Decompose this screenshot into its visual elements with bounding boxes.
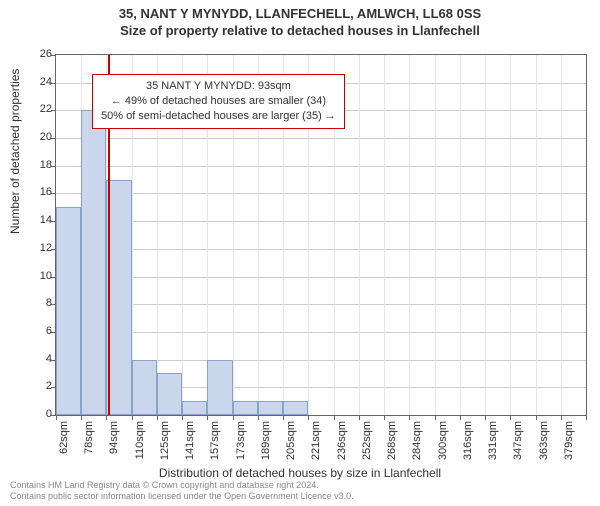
ytick-label: 10 [27,270,52,282]
xtick-label: 125sqm [159,418,171,471]
xtick-mark [485,415,486,420]
xtick-label: 300sqm [437,418,449,471]
ytick-label: 14 [27,214,52,226]
xtick-label: 110sqm [134,418,146,471]
ytick-label: 8 [27,297,52,309]
ytick-label: 16 [27,186,52,198]
xtick-mark [536,415,537,420]
xtick-mark [132,415,133,420]
xtick-label: 205sqm [285,418,297,471]
xtick-mark [359,415,360,420]
xtick-label: 189sqm [260,418,272,471]
gridline-h [56,138,586,139]
histogram-bar [182,401,207,415]
xtick-label: 78sqm [83,418,95,471]
gridline-v [409,55,410,415]
histogram-bar [233,401,258,415]
chart-title-line1: 35, NANT Y MYNYDD, LLANFECHELL, AMLWCH, … [0,6,600,21]
xtick-label: 94sqm [108,418,120,471]
histogram-bar [157,373,182,415]
footer-line1: Contains HM Land Registry data © Crown c… [10,480,354,491]
histogram-bar [132,360,157,415]
xtick-mark [586,415,587,420]
ytick-label: 6 [27,325,52,337]
xtick-label: 221sqm [310,418,322,471]
ytick-label: 4 [27,353,52,365]
gridline-v [384,55,385,415]
gridline-h [56,221,586,222]
gridline-v [510,55,511,415]
xtick-label: 363sqm [538,418,550,471]
gridline-v [460,55,461,415]
histogram-bar [207,360,232,415]
footer-line2: Contains public sector information licen… [10,491,354,502]
histogram-bar [283,401,308,415]
annotation-line2: ← 49% of detached houses are smaller (34… [101,94,336,109]
xtick-mark [334,415,335,420]
y-axis-label: Number of detached properties [8,69,22,234]
ytick-label: 2 [27,380,52,392]
xtick-label: 157sqm [209,418,221,471]
xtick-mark [561,415,562,420]
xtick-mark [233,415,234,420]
gridline-v [536,55,537,415]
ytick-label: 20 [27,131,52,143]
ytick-label: 26 [27,48,52,60]
gridline-v [359,55,360,415]
xtick-label: 331sqm [487,418,499,471]
xtick-label: 236sqm [336,418,348,471]
xtick-mark [283,415,284,420]
xtick-label: 173sqm [235,418,247,471]
xtick-mark [460,415,461,420]
gridline-h [56,249,586,250]
gridline-v [435,55,436,415]
xtick-label: 284sqm [411,418,423,471]
xtick-label: 141sqm [184,418,196,471]
xtick-label: 62sqm [58,418,70,471]
gridline-h [56,304,586,305]
histogram-bar [258,401,283,415]
histogram-bar [81,110,106,415]
x-axis-label: Distribution of detached houses by size … [0,466,600,480]
chart-title-line2: Size of property relative to detached ho… [0,23,600,38]
xtick-label: 268sqm [386,418,398,471]
ytick-label: 24 [27,76,52,88]
xtick-mark [56,415,57,420]
xtick-label: 347sqm [512,418,524,471]
ytick-label: 22 [27,103,52,115]
gridline-h [56,277,586,278]
ytick-label: 12 [27,242,52,254]
chart-footer: Contains HM Land Registry data © Crown c… [10,480,354,503]
xtick-mark [384,415,385,420]
chart-container: 35, NANT Y MYNYDD, LLANFECHELL, AMLWCH, … [0,6,600,506]
gridline-h [56,193,586,194]
xtick-mark [157,415,158,420]
histogram-bar [56,207,81,415]
xtick-mark [435,415,436,420]
gridline-h [56,166,586,167]
ytick-label: 18 [27,159,52,171]
gridline-v [561,55,562,415]
xtick-label: 316sqm [462,418,474,471]
annotation-line1: 35 NANT Y MYNYDD: 93sqm [101,79,336,94]
xtick-label: 252sqm [361,418,373,471]
gridline-h [56,332,586,333]
histogram-bar [106,180,131,415]
annotation-box: 35 NANT Y MYNYDD: 93sqm ← 49% of detache… [92,74,345,129]
xtick-label: 379sqm [563,418,575,471]
gridline-v [485,55,486,415]
ytick-label: 0 [27,408,52,420]
annotation-line3: 50% of semi-detached houses are larger (… [101,109,336,124]
xtick-mark [258,415,259,420]
